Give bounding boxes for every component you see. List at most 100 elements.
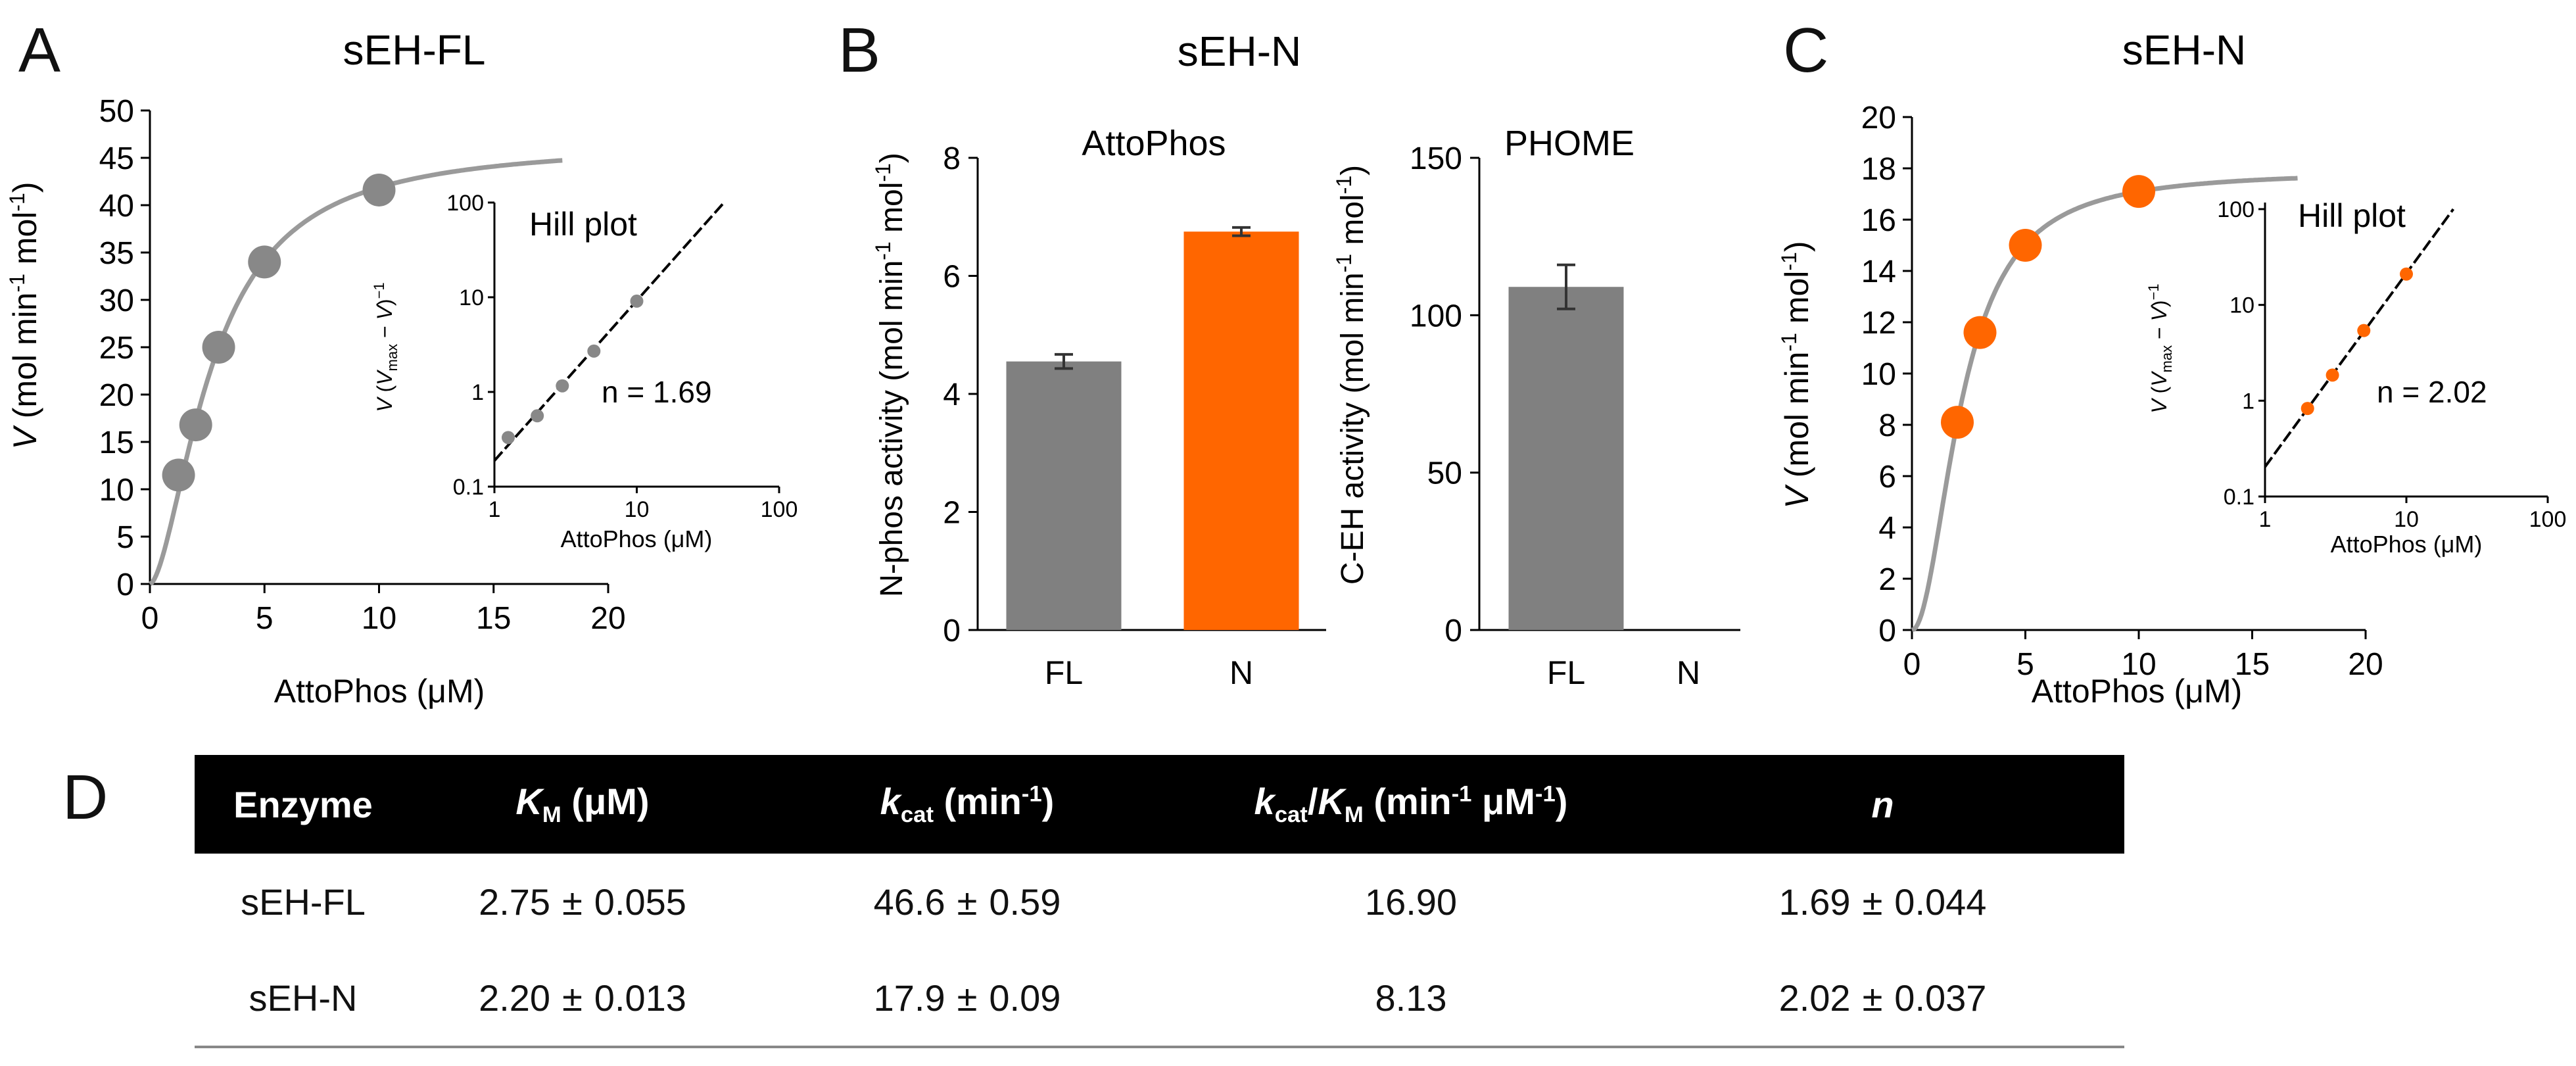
panel-c-xlabel: AttoPhos (μM) xyxy=(2032,673,2243,710)
y-tick-label: 45 xyxy=(99,141,134,176)
cell-enzyme: sEH-FL xyxy=(241,881,366,923)
cell-n: 2.02 ±0.037 xyxy=(1641,950,2124,1048)
panel-b-chart: sEH-N AttoPhos N-phos activity (mol min-… xyxy=(871,28,1740,691)
y-tick-label: 25 xyxy=(99,331,134,366)
data-point xyxy=(1963,316,1997,349)
panel-b2-ylabel: C-EH activity (mol min-1 mol-1) xyxy=(1332,165,1370,585)
inset-x-tick-label: 1 xyxy=(2259,507,2272,532)
panel-a-inset-xlabel: AttoPhos (μM) xyxy=(561,525,713,552)
data-point xyxy=(162,458,195,492)
x-tick-label: 10 xyxy=(2121,647,2156,682)
figure-charts: sEH-FL V (mol min-1 mol-1) 0510152025303… xyxy=(5,26,2567,710)
panel-letter-c: C xyxy=(1783,15,1829,85)
y-tick-label: 4 xyxy=(943,377,961,412)
panel-letter-d: D xyxy=(62,762,108,833)
y-tick-label: 50 xyxy=(99,94,134,129)
panel-a-inset-annotation: n = 1.69 xyxy=(602,375,712,409)
y-tick-label: 14 xyxy=(1861,254,1896,289)
y-tick-label: 100 xyxy=(1410,299,1462,333)
x-tick-label: 0 xyxy=(1903,647,1921,682)
y-tick-label: 35 xyxy=(99,236,134,271)
cell-km: 2.20 ±0.013 xyxy=(412,950,753,1048)
panel-c-inset-ylabel: V (Vmax − V)−1 xyxy=(2145,283,2175,413)
panel-a-inset-title: Hill plot xyxy=(529,206,637,243)
y-tick-label: 12 xyxy=(1861,306,1896,341)
header-enzyme: Enzyme xyxy=(195,755,412,854)
inset-data-point xyxy=(531,409,544,423)
y-tick-label: 6 xyxy=(943,260,961,295)
panel-c-inset-annotation: n = 2.02 xyxy=(2377,375,2487,409)
y-tick-label: 0 xyxy=(1444,614,1462,648)
inset-data-point xyxy=(556,379,569,393)
inset-data-point xyxy=(587,344,601,358)
panel-c-fit-curve xyxy=(1911,176,2298,633)
inset-x-tick-label: 100 xyxy=(2529,507,2567,532)
panel-a-ylabel: V (mol min-1 mol-1) xyxy=(5,182,43,450)
x-tick-label: 10 xyxy=(362,601,396,636)
header-kcat: kcat (min-1) xyxy=(753,755,1181,854)
x-tick-label: 0 xyxy=(141,601,159,636)
header-km: KM (μM) xyxy=(412,755,753,854)
cell-ratio: 16.90 xyxy=(1364,881,1458,923)
panel-a-hill-inset: Hill plot n = 1.69 V (Vmax − V)−1 AttoPh… xyxy=(371,191,798,552)
panel-a-xlabel: AttoPhos (μM) xyxy=(274,673,485,710)
header-n: n xyxy=(1641,755,2124,854)
x-category-label: FL xyxy=(1547,654,1585,691)
data-point xyxy=(1941,406,1974,439)
y-tick-label: 50 xyxy=(1427,456,1462,491)
inset-x-tick-label: 10 xyxy=(2394,507,2419,532)
inset-data-point xyxy=(2326,368,2339,382)
inset-data-point xyxy=(2400,267,2413,281)
data-point xyxy=(2009,229,2042,262)
cell-kcat: 17.9 ±0.09 xyxy=(753,950,1181,1048)
x-tick-label: 20 xyxy=(590,601,625,636)
panel-c-inset-title: Hill plot xyxy=(2298,197,2406,234)
x-category-label: FL xyxy=(1045,654,1083,691)
inset-y-tick-label: 100 xyxy=(2217,197,2254,222)
data-point xyxy=(248,245,281,279)
y-tick-label: 6 xyxy=(1878,460,1896,495)
inset-data-point xyxy=(501,431,515,445)
inset-y-tick-label: 0.1 xyxy=(453,475,484,500)
y-tick-label: 0 xyxy=(116,568,134,602)
y-tick-label: 15 xyxy=(99,425,134,460)
x-tick-label: 5 xyxy=(2016,647,2034,682)
bar xyxy=(1183,231,1299,630)
panel-letter-b: B xyxy=(838,15,881,85)
y-tick-label: 10 xyxy=(1861,357,1896,392)
y-tick-label: 2 xyxy=(943,496,961,531)
y-tick-label: 5 xyxy=(116,520,134,555)
inset-x-tick-label: 10 xyxy=(625,497,650,522)
inset-y-tick-label: 1 xyxy=(471,380,484,405)
cell-km: 2.75 ±0.055 xyxy=(479,881,686,923)
inset-data-point xyxy=(630,294,644,308)
y-tick-label: 20 xyxy=(99,378,134,413)
table-row: sEH-FL 2.75 ±0.055 46.6 ±0.59 16.90 1.69 ±0… xyxy=(195,854,2124,950)
panel-b-title: sEH-N xyxy=(1178,28,1301,75)
panel-c-ylabel: V (mol min-1 mol-1) xyxy=(1777,241,1815,509)
cell-kcat: 46.6 ±0.59 xyxy=(873,881,1061,923)
y-tick-label: 10 xyxy=(99,473,134,508)
x-tick-label: 20 xyxy=(2348,647,2383,682)
x-tick-label: 15 xyxy=(476,601,511,636)
panel-b1-ylabel: N-phos activity (mol min-1 mol-1) xyxy=(871,153,909,597)
panel-a-title: sEH-FL xyxy=(343,26,486,74)
data-point xyxy=(202,331,235,364)
panel-b2-title: PHOME xyxy=(1504,124,1634,163)
y-tick-label: 20 xyxy=(1861,101,1896,135)
panel-letter-a: A xyxy=(18,15,61,85)
y-tick-label: 4 xyxy=(1878,511,1896,546)
panel-a-inset-ylabel: V (Vmax − V)−1 xyxy=(371,282,400,412)
inset-y-tick-label: 10 xyxy=(459,285,484,310)
data-point xyxy=(2122,175,2155,208)
y-tick-label: 16 xyxy=(1861,203,1896,238)
y-tick-label: 8 xyxy=(1878,408,1896,443)
inset-y-tick-label: 1 xyxy=(2242,389,2254,414)
panel-c-title: sEH-N xyxy=(2122,26,2246,74)
inset-x-tick-label: 1 xyxy=(489,497,501,522)
inset-y-tick-label: 0.1 xyxy=(2224,485,2254,510)
y-tick-label: 0 xyxy=(943,614,961,648)
table-row: sEH-N 2.20 ±0.013 17.9 ±0.09 8.13 2.02 ±0.0… xyxy=(195,950,2124,1048)
panel-c-inset-xlabel: AttoPhos (μM) xyxy=(2331,531,2483,558)
inset-x-tick-label: 100 xyxy=(761,497,798,522)
